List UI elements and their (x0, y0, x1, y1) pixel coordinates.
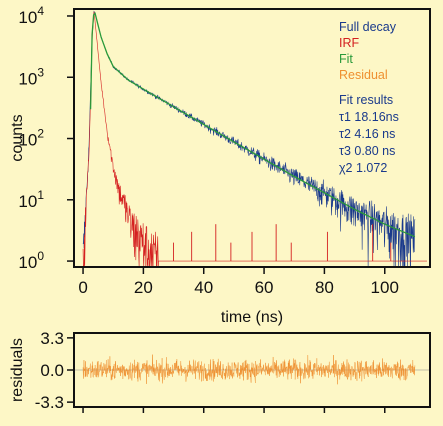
fit-result-chi2: χ2 1.072 (339, 161, 387, 175)
legend-fit: Fit (339, 52, 353, 66)
residual-traces (74, 354, 430, 385)
residual-series-line (82, 354, 416, 385)
residual-x-ticks (82, 407, 386, 413)
irf-series-line (82, 11, 427, 268)
legend: Full decay IRF Fit Residual (339, 20, 397, 82)
residual-y-tick-label: 3.3 (40, 329, 64, 348)
fit-series-line (89, 12, 416, 238)
residual-y-axis-label: residuals (9, 338, 26, 402)
main-y-tick-label: 104 (18, 4, 44, 27)
main-x-axis-label: time (ns) (221, 309, 283, 326)
main-y-tick-label: 100 (18, 249, 44, 272)
full-decay-series-line (82, 10, 416, 268)
main-plot: 0 20 40 60 80 100 100 101 102 103 104 time (ns) c… (9, 4, 431, 326)
main-y-tick-label: 103 (18, 65, 44, 88)
main-x-tick-label: 60 (255, 278, 274, 297)
fit-result-tau2: τ2 4.16 ns (339, 127, 395, 141)
residual-y-tick-label: -3.3 (35, 393, 64, 412)
fit-result-tau1: τ1 18.16ns (339, 110, 399, 124)
main-x-tick-label: 100 (371, 278, 399, 297)
main-y-ticks: 100 101 102 103 104 (18, 4, 74, 272)
residual-plot: 3.3 0.0 -3.3 residuals (9, 329, 431, 413)
residual-y-ticks: 3.3 0.0 -3.3 (35, 329, 74, 412)
main-traces (82, 10, 427, 268)
legend-irf: IRF (339, 36, 360, 50)
main-x-tick-label: 0 (78, 278, 87, 297)
main-x-tick-label: 20 (134, 278, 153, 297)
main-x-tick-label: 40 (194, 278, 213, 297)
legend-full-decay: Full decay (339, 20, 397, 34)
fit-results-title: Fit results (339, 93, 393, 107)
main-y-tick-label: 101 (18, 188, 44, 211)
main-x-ticks: 0 20 40 60 80 100 (78, 267, 399, 297)
residual-y-tick-label: 0.0 (40, 361, 64, 380)
fit-results: Fit results τ1 18.16ns τ2 4.16 ns τ3 0.8… (339, 93, 399, 175)
legend-residual: Residual (339, 68, 388, 82)
main-x-tick-label: 80 (315, 278, 334, 297)
fit-result-tau3: τ3 0.80 ns (339, 144, 395, 158)
main-y-axis-label: counts (9, 114, 26, 161)
main-y-tick-label: 102 (18, 127, 44, 150)
